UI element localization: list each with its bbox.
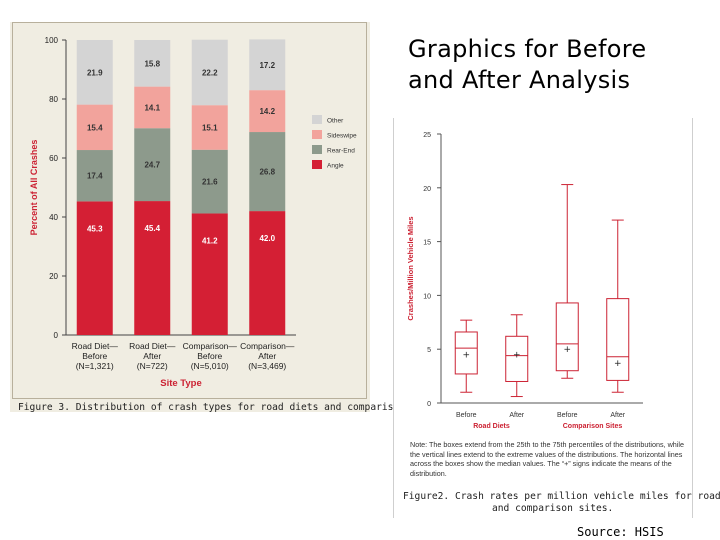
x-category-label: After — [258, 351, 276, 361]
slide-title-line-1: Graphics for Before — [408, 35, 647, 63]
bar-value-label: 15.1 — [202, 123, 218, 132]
x-category-label: Before — [197, 351, 222, 361]
legend-swatch-sideswipe — [312, 130, 322, 139]
bar-segment-angle — [76, 201, 113, 335]
bar-value-label: 14.1 — [144, 103, 160, 112]
bar-value-label: 45.4 — [144, 224, 160, 233]
y-tick-label: 15 — [423, 240, 431, 247]
bar-segment-other — [191, 39, 228, 106]
bar-segment-rear-end — [191, 149, 228, 214]
bar-value-label: 42.0 — [259, 234, 275, 243]
left-figure-caption: Figure 3. Distribution of crash types fo… — [18, 402, 446, 413]
bar-segment-sideswipe — [191, 105, 228, 150]
y-tick-label: 10 — [423, 293, 431, 300]
box-mean-marker: + — [563, 345, 571, 355]
x-category-label: Comparison— — [240, 341, 295, 351]
bar-value-label: 14.2 — [259, 107, 275, 116]
bar-value-label: 17.4 — [87, 172, 103, 181]
legend-label: Sideswipe — [327, 133, 357, 140]
bar-value-label: 17.2 — [259, 61, 275, 70]
x-group-label: Road Diets — [473, 423, 510, 430]
y-axis-title: Crashes/Million Vehicle Miles — [406, 216, 415, 320]
slide-title-line-2: and After Analysis — [408, 66, 631, 94]
x-category-label: Before — [557, 412, 578, 419]
source-label: Source: HSIS — [577, 525, 664, 539]
x-category-label: Road Diet— — [129, 341, 176, 351]
x-category-label: (N=722) — [137, 361, 168, 371]
box-iqr — [555, 302, 579, 372]
y-tick-label: 0 — [427, 401, 431, 408]
bar-segment-angle — [191, 213, 228, 335]
bar-segment-other — [134, 40, 171, 87]
y-tick-label: 100 — [45, 36, 59, 45]
bar-value-label: 15.8 — [144, 59, 160, 68]
bar-segment-rear-end — [134, 128, 171, 202]
x-category-label: After — [143, 351, 161, 361]
y-tick-label: 25 — [423, 132, 431, 139]
box-iqr — [454, 331, 478, 375]
chart-background — [10, 22, 370, 412]
x-category-label: Road Diet— — [72, 341, 119, 351]
x-group-label: Comparison Sites — [563, 423, 623, 430]
bar-segment-angle — [134, 201, 171, 335]
y-tick-label: 20 — [423, 186, 431, 193]
y-tick-label: 40 — [49, 213, 58, 222]
bar-segment-other — [76, 40, 113, 105]
y-tick-label: 80 — [49, 95, 58, 104]
legend-swatch-other — [312, 115, 322, 124]
bar-value-label: 15.4 — [87, 123, 103, 132]
legend-label: Other — [327, 118, 344, 125]
legend-label: Angle — [327, 163, 344, 170]
box-mean-marker: + — [614, 359, 622, 369]
slide-title: Graphics for Before and After Analysis — [408, 34, 708, 96]
x-category-label: After — [610, 412, 625, 419]
box-mean-marker: + — [462, 351, 470, 361]
right-figure-caption-line-1: Figure2. Crash rates per million vehicle… — [403, 491, 720, 502]
x-category-label: (N=1,321) — [76, 361, 114, 371]
bar-value-label: 24.7 — [144, 161, 160, 170]
bar-value-label: 41.2 — [202, 236, 218, 245]
chart-frame — [12, 22, 367, 399]
x-category-label: (N=3,469) — [248, 361, 286, 371]
box-iqr — [606, 298, 630, 381]
bar-value-label: 21.9 — [87, 68, 103, 77]
bar-value-label: 26.8 — [259, 168, 275, 177]
x-category-label: Before — [456, 412, 477, 419]
y-tick-label: 60 — [49, 154, 58, 163]
bar-segment-sideswipe — [249, 90, 286, 133]
y-tick-label: 20 — [49, 272, 58, 281]
x-axis-title: Site Type — [160, 378, 202, 389]
box-plot-chart: 0 5 10 15 20 25 Crashes/Million Vehicle Miles +… — [393, 118, 693, 518]
bar-segment-other — [249, 39, 286, 91]
box-mean-marker: + — [513, 351, 521, 361]
box-plot-note: Note: The boxes extend from the 25th to … — [410, 440, 684, 478]
legend-swatch-rear-end — [312, 145, 322, 154]
bar-value-label: 21.6 — [202, 178, 218, 187]
box-iqr — [505, 335, 529, 382]
bar-segment-rear-end — [249, 132, 286, 212]
x-category-label: (N=5,010) — [191, 361, 229, 371]
bar-segment-rear-end — [76, 150, 113, 202]
chart-background — [393, 118, 693, 518]
bar-segment-sideswipe — [76, 104, 113, 151]
y-axis-title: Percent of All Crashes — [29, 140, 39, 236]
y-tick-label: 5 — [427, 347, 431, 354]
legend-label: Rear-End — [327, 148, 355, 155]
x-category-label: Comparison— — [183, 341, 238, 351]
y-tick-label: 0 — [54, 331, 59, 340]
stacked-bar-chart: 0 20 40 60 80 100 Percent of All Crashes 45.3 17… — [10, 22, 370, 412]
bar-segment-sideswipe — [134, 86, 171, 129]
x-category-label: After — [509, 412, 524, 419]
legend-swatch-angle — [312, 160, 322, 169]
right-figure-caption-line-2: and comparison sites. — [492, 503, 614, 514]
bar-value-label: 22.2 — [202, 68, 218, 77]
bar-segment-angle — [249, 211, 286, 335]
bar-value-label: 45.3 — [87, 224, 103, 233]
x-category-label: Before — [82, 351, 107, 361]
